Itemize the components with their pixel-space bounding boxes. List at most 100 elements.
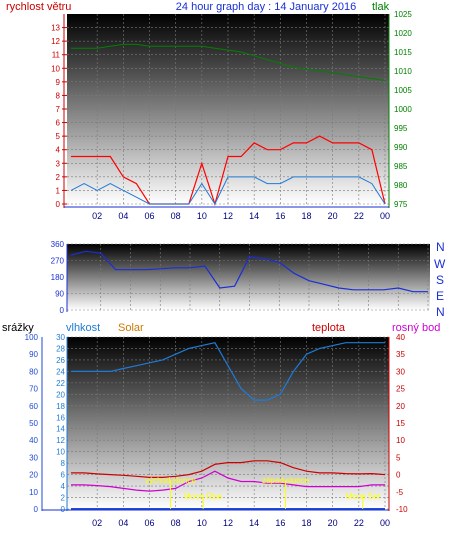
temperature-tick-label: 15 [396,419,405,428]
pressure-tick-label: 1025 [394,10,412,19]
humidity-tick-label: 16 [56,413,65,422]
temperature-tick-label: 30 [396,367,405,376]
direction-tick-label: 0 [60,306,65,315]
event-marker-label: Moon Rise [184,492,223,501]
series-line-tlak [71,43,386,81]
rain-tick-label: 0 [34,505,39,514]
pressure-tick-label: 995 [394,124,408,133]
rain-tick-label: 30 [29,453,38,462]
wind-speed-tick-label: 5 [56,132,61,141]
humidity-tick-label: 8 [61,459,66,468]
direction-letter-n-top: N [436,240,445,254]
temp-x-tick-label: 12 [223,518,233,528]
temp-x-tick-label: 04 [118,518,128,528]
temperature-tick-label: -10 [396,505,408,514]
event-marker-label: východ slunce [145,476,196,485]
wind-x-tick-label: 22 [354,211,364,221]
temp-x-tick-label: 18 [301,518,311,528]
pressure-tick-label: 1005 [394,86,412,95]
direction-letter-w: W [434,257,446,271]
series-line-direction [70,250,428,293]
temp-x-tick-label: 00 [380,518,390,528]
humidity-tick-label: 22 [56,379,65,388]
humidity-label: vlhkost [66,322,100,334]
event-marker-label: západ slunce [262,476,310,485]
wind-speed-tick-label: 12 [51,37,60,46]
temperature-tick-label: 10 [396,436,405,445]
wind-x-tick-label: 16 [275,211,285,221]
temp-x-tick-label: 16 [275,518,285,528]
temperature-tick-label: 40 [396,333,405,342]
temperature-tick-label: 20 [396,402,405,411]
chart-title: 24 hour graph day : 14 January 2016 [176,1,356,13]
wind-speed-tick-label: 0 [56,200,61,209]
pressure-label: tlak [372,1,390,13]
wind-speed-tick-label: 9 [56,78,61,87]
temp-x-tick-label: 08 [171,518,181,528]
temperature-tick-label: -5 [396,488,404,497]
wind-speed-tick-label: 6 [56,119,61,128]
direction-tick-label: 270 [51,257,65,266]
wind-speed-tick-label: 10 [51,64,60,73]
rain-tick-label: 90 [29,350,38,359]
pressure-tick-label: 985 [394,162,408,171]
wind-speed-tick-label: 13 [51,24,60,33]
wind-x-tick-label: 20 [328,211,338,221]
wind-speed-tick-label: 3 [56,159,61,168]
wind-x-tick-label: 18 [301,211,311,221]
pressure-tick-label: 980 [394,181,408,190]
direction-tick-label: 180 [51,273,65,282]
rain-tick-label: 20 [29,471,38,480]
rain-tick-label: 50 [29,419,38,428]
solar-label: Solar [118,322,144,334]
pressure-tick-label: 990 [394,143,408,152]
wind-speed-tick-label: 11 [52,51,61,60]
temperature-tick-label: 35 [396,350,405,359]
rain-tick-label: 60 [29,402,38,411]
wind-x-tick-label: 04 [118,211,128,221]
pressure-tick-label: 975 [394,200,408,209]
direction-tick-label: 360 [51,240,65,249]
event-marker-label: Moon Set [346,492,381,501]
direction-tick-label: 90 [55,290,64,299]
humidity-tick-label: 30 [56,333,65,342]
series-line-humidity [71,342,385,401]
dewpoint-label: rosný bod [392,322,440,334]
temperature-label: teplota [312,322,346,334]
temperature-tick-label: 5 [396,453,401,462]
rain-label: srážky [2,322,34,334]
rain-tick-label: 80 [29,367,38,376]
wind-speed-label: rychlost větru [6,1,71,13]
humidity-tick-label: 24 [56,367,65,376]
direction-letter-e: E [436,289,444,303]
humidity-tick-label: 2 [61,494,66,503]
temp-x-tick-label: 02 [92,518,102,528]
temperature-tick-label: 0 [396,471,401,480]
temp-x-tick-label: 06 [144,518,154,528]
temp-x-tick-label: 20 [328,518,338,528]
rain-tick-label: 100 [25,333,39,342]
pressure-tick-label: 1010 [394,67,412,76]
series-line-wind [70,176,386,206]
pressure-tick-label: 1020 [394,29,412,38]
humidity-tick-label: 4 [61,482,66,491]
humidity-tick-label: 20 [56,390,65,399]
wind-speed-tick-label: 2 [56,173,61,182]
wind-x-tick-label: 10 [197,211,207,221]
humidity-tick-label: 18 [56,402,65,411]
wind-speed-tick-label: 4 [56,146,61,155]
temperature-tick-label: 25 [396,385,405,394]
series-line-gust [71,135,386,207]
humidity-tick-label: 28 [56,344,65,353]
humidity-tick-label: 6 [61,471,66,480]
wind-x-tick-label: 14 [249,211,259,221]
pressure-tick-label: 1000 [394,105,412,114]
rain-tick-label: 10 [29,488,38,497]
temp-x-tick-label: 22 [354,518,364,528]
wind-speed-tick-label: 1 [56,186,61,195]
wind-x-tick-label: 02 [92,211,102,221]
direction-letter-s: S [436,273,444,287]
temp-x-tick-label: 10 [197,518,207,528]
